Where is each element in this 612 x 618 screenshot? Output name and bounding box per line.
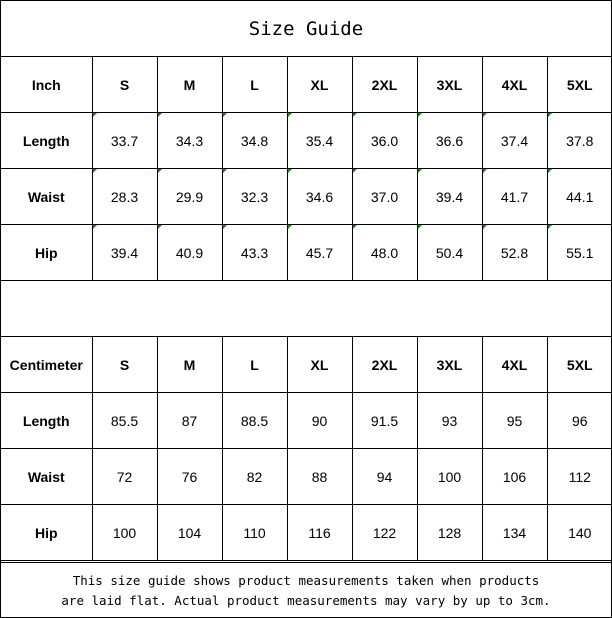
measurement-cell: 88.5 xyxy=(221,392,288,449)
measurement-cell: 32.3 xyxy=(221,168,288,225)
measurement-cell: 52.8 xyxy=(481,224,548,281)
size-header: S xyxy=(91,337,158,393)
measurement-cell: 82 xyxy=(221,448,288,505)
measurement-note: This size guide shows product measuremen… xyxy=(1,562,611,618)
row-label: Waist xyxy=(1,448,93,505)
measurement-cell: 110 xyxy=(221,504,288,561)
measurement-cell: 37.8 xyxy=(546,112,612,169)
row-label: Hip xyxy=(1,224,93,281)
header-row: Inch S M L XL 2XL 3XL 4XL 5XL xyxy=(1,57,612,113)
measurement-cell: 43.3 xyxy=(221,224,288,281)
spacer-row xyxy=(1,281,611,337)
measurement-cell: 100 xyxy=(416,448,483,505)
measurement-cell: 106 xyxy=(481,448,548,505)
size-header: S xyxy=(91,57,158,113)
measurement-cell: 91.5 xyxy=(351,392,418,449)
unit-header: Centimeter xyxy=(1,337,93,393)
measurement-cell: 122 xyxy=(351,504,418,561)
measurement-cell: 104 xyxy=(156,504,223,561)
measurement-cell: 39.4 xyxy=(416,168,483,225)
size-header: L xyxy=(221,337,288,393)
measurement-cell: 39.4 xyxy=(91,224,158,281)
measurement-cell: 96 xyxy=(546,392,612,449)
measurement-cell: 34.3 xyxy=(156,112,223,169)
measurement-cell: 88 xyxy=(286,448,353,505)
measurement-cell: 50.4 xyxy=(416,224,483,281)
row-label: Length xyxy=(1,112,93,169)
measurement-cell: 34.6 xyxy=(286,168,353,225)
measurement-cell: 93 xyxy=(416,392,483,449)
measurement-cell: 94 xyxy=(351,448,418,505)
measurement-cell: 95 xyxy=(481,392,548,449)
measurement-cell: 45.7 xyxy=(286,224,353,281)
size-header: XL xyxy=(286,337,353,393)
row-label: Waist xyxy=(1,168,93,225)
measurement-cell: 35.4 xyxy=(286,112,353,169)
page-title: Size Guide xyxy=(1,1,611,57)
header-row: Centimeter S M L XL 2XL 3XL 4XL 5XL xyxy=(1,337,612,393)
measurement-cell: 87 xyxy=(156,392,223,449)
table-row: Length 85.5 87 88.5 90 91.5 93 95 96 xyxy=(1,392,612,449)
size-header: 3XL xyxy=(416,337,483,393)
size-header: M xyxy=(156,337,223,393)
measurement-cell: 36.6 xyxy=(416,112,483,169)
measurement-cell: 100 xyxy=(91,504,158,561)
centimeter-table: Centimeter S M L XL 2XL 3XL 4XL 5XL Length 85.5 87 8… xyxy=(1,337,612,561)
measurement-cell: 128 xyxy=(416,504,483,561)
measurement-cell: 48.0 xyxy=(351,224,418,281)
measurement-cell: 34.8 xyxy=(221,112,288,169)
measurement-cell: 134 xyxy=(481,504,548,561)
measurement-cell: 72 xyxy=(91,448,158,505)
measurement-cell: 55.1 xyxy=(546,224,612,281)
measurement-cell: 37.4 xyxy=(481,112,548,169)
row-label: Length xyxy=(1,392,93,449)
size-header: 3XL xyxy=(416,57,483,113)
size-header: M xyxy=(156,57,223,113)
measurement-cell: 28.3 xyxy=(91,168,158,225)
size-header: 4XL xyxy=(481,337,548,393)
table-row: Hip 100 104 110 116 122 128 134 140 xyxy=(1,504,612,561)
size-header: 5XL xyxy=(546,337,612,393)
note-line-2: are laid flat. Actual product measuremen… xyxy=(61,592,551,608)
measurement-cell: 36.0 xyxy=(351,112,418,169)
size-header: 4XL xyxy=(481,57,548,113)
table-row: Length 33.7 34.3 34.8 35.4 36.0 36.6 37.4 37.8 xyxy=(1,112,612,169)
measurement-cell: 29.9 xyxy=(156,168,223,225)
size-header: 2XL xyxy=(351,57,418,113)
measurement-cell: 44.1 xyxy=(546,168,612,225)
measurement-cell: 76 xyxy=(156,448,223,505)
row-label: Hip xyxy=(1,504,93,561)
measurement-cell: 116 xyxy=(286,504,353,561)
unit-header: Inch xyxy=(1,57,93,113)
measurement-cell: 140 xyxy=(546,504,612,561)
measurement-cell: 90 xyxy=(286,392,353,449)
inch-table: Inch S M L XL 2XL 3XL 4XL 5XL Length 33.7 34.3 34.8 3… xyxy=(1,57,612,281)
measurement-cell: 112 xyxy=(546,448,612,505)
table-row: Hip 39.4 40.9 43.3 45.7 48.0 50.4 52.8 55.1 xyxy=(1,224,612,281)
note-line-1: This size guide shows product measuremen… xyxy=(72,572,540,588)
measurement-cell: 40.9 xyxy=(156,224,223,281)
measurement-cell: 85.5 xyxy=(91,392,158,449)
size-header: 2XL xyxy=(351,337,418,393)
measurement-cell: 41.7 xyxy=(481,168,548,225)
size-header: L xyxy=(221,57,288,113)
table-row: Waist 28.3 29.9 32.3 34.6 37.0 39.4 41.7 44.1 xyxy=(1,168,612,225)
measurement-cell: 33.7 xyxy=(91,112,158,169)
table-row: Waist 72 76 82 88 94 100 106 112 xyxy=(1,448,612,505)
size-header: 5XL xyxy=(546,57,612,113)
size-header: XL xyxy=(286,57,353,113)
measurement-cell: 37.0 xyxy=(351,168,418,225)
